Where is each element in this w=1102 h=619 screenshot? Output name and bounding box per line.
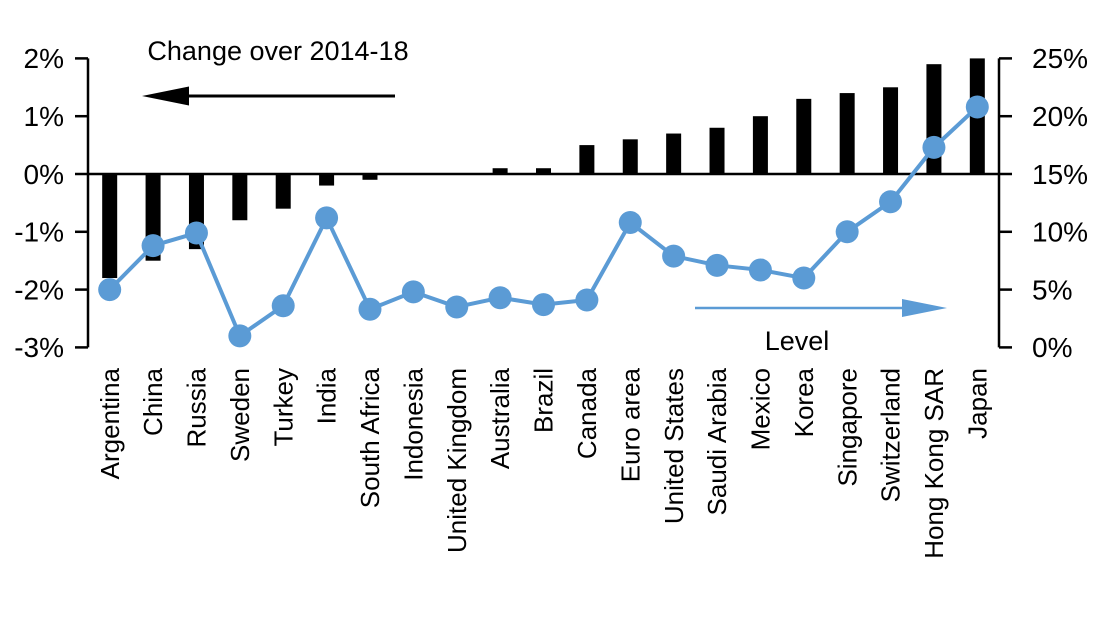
category-label: China xyxy=(138,367,168,435)
bar-Sweden xyxy=(232,174,248,221)
right-axis-tick-label: 20% xyxy=(1032,101,1088,132)
line-point-Argentina xyxy=(98,278,122,302)
line-point-United Kingdom xyxy=(445,295,469,319)
bar-United States xyxy=(666,133,682,174)
line-point-Euro area xyxy=(618,211,642,235)
line-point-Singapore xyxy=(835,220,859,244)
bar-Turkey xyxy=(275,174,291,209)
bar-Switzerland xyxy=(883,87,899,174)
left-axis-tick-label: 2% xyxy=(24,43,64,74)
left-axis-tick-label: -1% xyxy=(14,217,64,248)
bar-Mexico xyxy=(752,116,768,174)
category-label: Hong Kong SAR xyxy=(919,368,949,559)
line-point-Turkey xyxy=(271,294,295,318)
bar-series xyxy=(102,58,985,279)
bar-India xyxy=(319,174,335,186)
category-label: United States xyxy=(659,368,689,524)
category-label: United Kingdom xyxy=(442,368,472,553)
category-label: Japan xyxy=(962,368,992,439)
bar-Brazil xyxy=(536,168,551,174)
left-axis-tick-label: 1% xyxy=(24,101,64,132)
bar-Saudi Arabia xyxy=(709,127,725,174)
line-series xyxy=(98,95,989,348)
category-label: Saudi Arabia xyxy=(702,367,732,515)
line-point-Sweden xyxy=(228,324,252,348)
category-label: India xyxy=(312,367,342,424)
bar-Korea xyxy=(796,98,812,174)
bar-South Africa xyxy=(362,174,378,180)
category-label: Canada xyxy=(572,367,602,459)
line-point-Korea xyxy=(792,266,816,290)
category-label: Turkey xyxy=(268,368,298,447)
category-label: Switzerland xyxy=(876,368,906,502)
axes: 2% 1% 0% -1% -2% -3% 25% 20% 15% 10% 5% 0% xyxy=(14,43,1088,363)
right-axis-tick-label: 5% xyxy=(1032,274,1072,305)
category-label: Russia xyxy=(182,367,212,447)
bar-Australia xyxy=(492,168,508,174)
category-label: Australia xyxy=(485,367,515,469)
category-label: Euro area xyxy=(615,367,645,482)
right-axis-tick-label: 10% xyxy=(1032,217,1088,248)
line-point-Mexico xyxy=(748,258,772,282)
bar-Euro area xyxy=(622,139,638,174)
line-point-Hong Kong SAR xyxy=(922,135,946,159)
category-label: Indonesia xyxy=(398,367,428,480)
line-point-United States xyxy=(662,244,686,268)
left-axis-tick-label: 0% xyxy=(24,159,64,190)
right-axis-tick-label: 25% xyxy=(1032,43,1088,74)
bar-Canada xyxy=(579,145,595,174)
bar-Singapore xyxy=(839,93,855,174)
line-point-Russia xyxy=(184,221,208,245)
category-label: Korea xyxy=(789,367,819,437)
category-label: Argentina xyxy=(95,367,125,479)
line-point-South Africa xyxy=(358,297,382,321)
line-point-India xyxy=(315,206,339,230)
line-series-title: Level xyxy=(765,326,830,356)
category-label: Singapore xyxy=(832,368,862,487)
line-point-Switzerland xyxy=(879,190,903,214)
bar-series-title: Change over 2014-18 xyxy=(147,36,408,66)
bar-Argentina xyxy=(102,174,118,279)
line-point-Japan xyxy=(965,95,989,119)
line-point-China xyxy=(141,234,165,258)
line-point-Indonesia xyxy=(401,280,425,304)
right-axis-tick-label: 0% xyxy=(1032,332,1072,363)
left-axis-tick-label: -3% xyxy=(14,332,64,363)
right-arrow-head-icon xyxy=(902,299,947,317)
line-point-Australia xyxy=(488,286,512,310)
left-axis-tick-label: -2% xyxy=(14,274,64,305)
category-label: South Africa xyxy=(355,367,385,508)
line-point-Brazil xyxy=(532,293,555,317)
category-label: Sweden xyxy=(225,368,255,462)
line-point-Canada xyxy=(575,288,599,312)
line-point-Saudi Arabia xyxy=(705,253,729,277)
category-label: Brazil xyxy=(529,368,559,433)
annotations: Change over 2014-18 Level xyxy=(142,36,947,356)
category-label: Mexico xyxy=(746,368,776,450)
left-arrow-head-icon xyxy=(142,86,189,106)
right-axis-tick-label: 15% xyxy=(1032,159,1088,190)
category-axis-labels: Argentina China Russia Sweden Turkey India Sou… xyxy=(95,367,993,558)
